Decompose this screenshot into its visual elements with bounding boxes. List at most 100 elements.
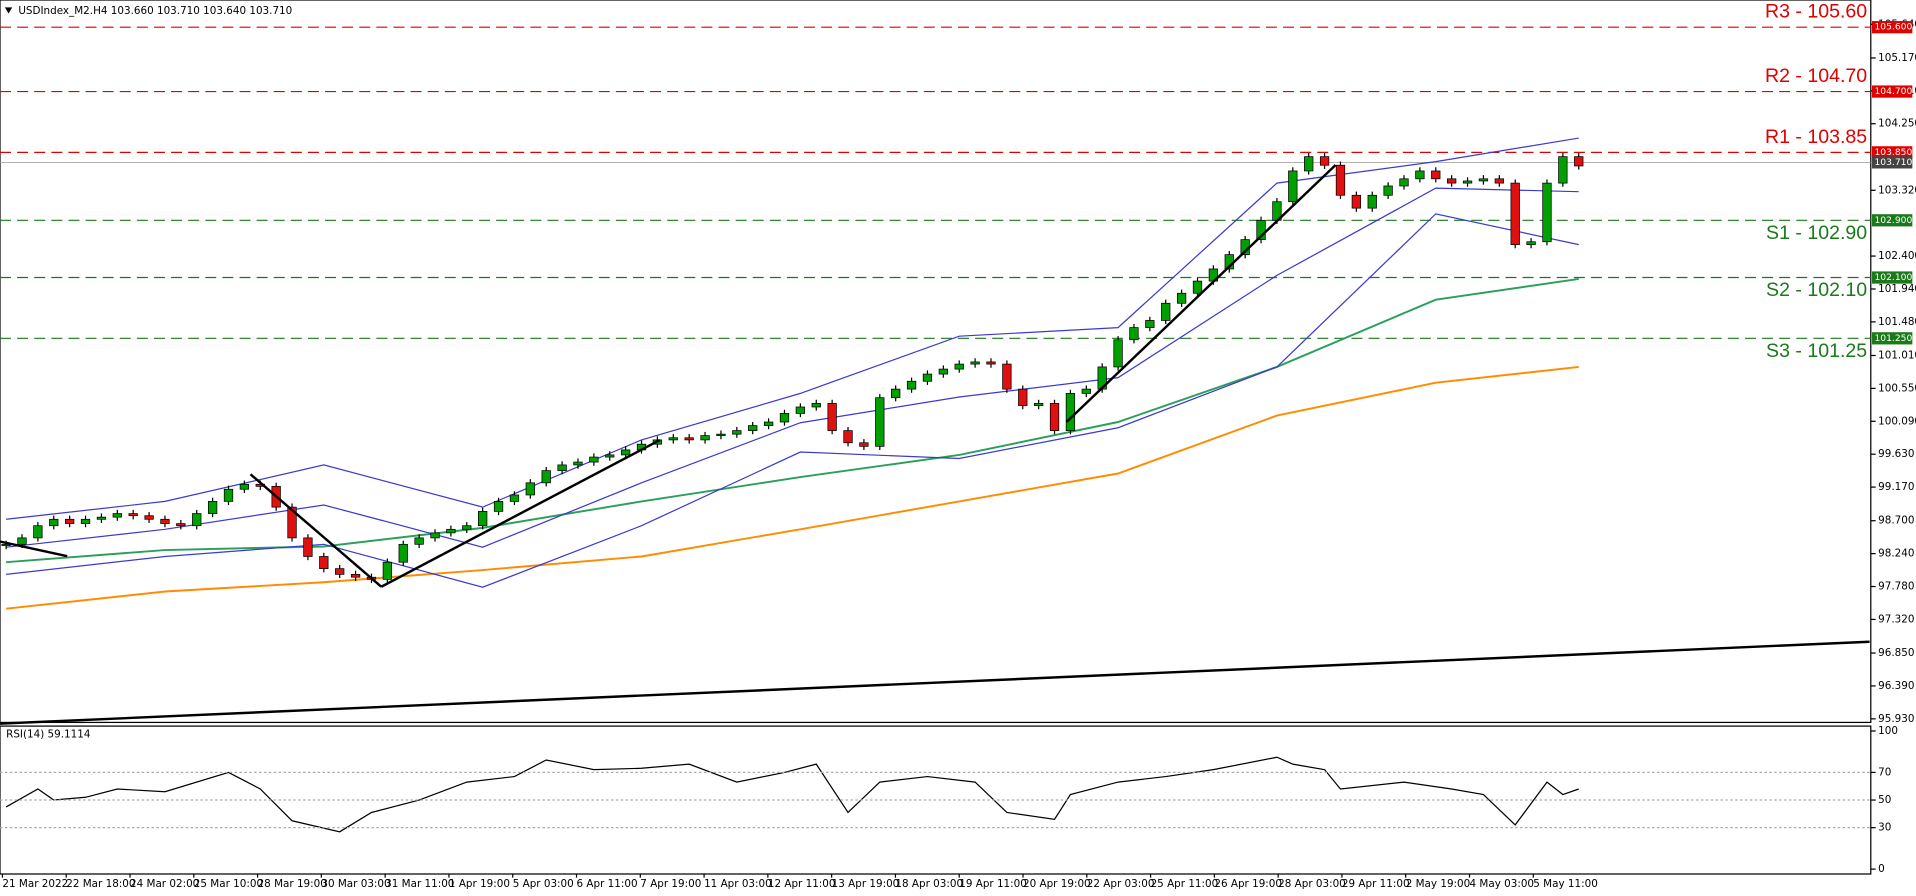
current-price-tag xyxy=(1872,156,1913,169)
y-tick-label: 102.400 xyxy=(1878,250,1916,262)
candle xyxy=(811,403,821,408)
x-tick-label: 2 May 19:00 xyxy=(1406,878,1471,890)
trend-line xyxy=(249,473,383,588)
candle xyxy=(541,470,551,484)
candle xyxy=(1415,170,1425,180)
level-tag xyxy=(1872,85,1913,98)
candle xyxy=(1542,182,1552,243)
y-tick-label: 96.390 xyxy=(1878,680,1914,692)
candle xyxy=(478,511,488,527)
x-tick-label: 19 Apr 11:00 xyxy=(959,878,1027,890)
main-panel xyxy=(0,0,1872,724)
level-tag-label: 102.900 xyxy=(1874,215,1912,226)
candle xyxy=(1065,393,1076,431)
x-tick-label: 25 Apr 11:00 xyxy=(1151,878,1219,890)
y-tick-label: 98.700 xyxy=(1878,515,1914,527)
level-tag xyxy=(1872,214,1913,227)
x-tick-label: 22 Apr 03:00 xyxy=(1087,878,1155,890)
candle xyxy=(557,464,567,472)
y-tick-label: 98.240 xyxy=(1878,548,1914,560)
candle xyxy=(922,373,933,382)
candle xyxy=(1462,180,1473,184)
candle xyxy=(573,461,583,466)
candle xyxy=(700,435,710,441)
rsi-tick-label: 50 xyxy=(1878,794,1891,806)
candle xyxy=(223,488,234,502)
y-tick-label: 99.630 xyxy=(1878,448,1914,460)
candle xyxy=(525,482,535,496)
level-label: S2 - 102.10 xyxy=(1766,279,1867,301)
candle xyxy=(891,388,901,399)
candle xyxy=(1034,403,1044,406)
candle xyxy=(970,361,980,365)
indicator-line xyxy=(6,187,1579,548)
level-tag xyxy=(1872,271,1913,284)
main-plot xyxy=(0,26,1871,610)
candle xyxy=(430,532,440,539)
candle xyxy=(779,413,790,423)
level-tag-label: 101.250 xyxy=(1874,333,1912,344)
x-tick-label: 31 Mar 11:00 xyxy=(385,878,454,890)
level-tag-label: 103.850 xyxy=(1874,147,1912,158)
y-tick-label: 104.250 xyxy=(1878,118,1916,130)
x-tick-label: 25 Mar 10:00 xyxy=(194,878,263,890)
level-tag xyxy=(1872,332,1913,345)
candle xyxy=(1176,292,1187,304)
candle xyxy=(1494,178,1504,184)
candle xyxy=(33,525,43,539)
trend-lines xyxy=(0,164,1870,725)
y-tick-label: 101.940 xyxy=(1878,283,1916,295)
candle xyxy=(843,430,853,444)
candle xyxy=(986,361,996,365)
y-tick-label: 100.550 xyxy=(1878,382,1916,394)
candle xyxy=(493,501,504,512)
candle xyxy=(1192,280,1203,294)
trend-line xyxy=(1065,164,1337,423)
x-tick-label: 21 Mar 2022 xyxy=(2,878,68,890)
level-label: S3 - 101.25 xyxy=(1766,340,1867,362)
trend-line xyxy=(0,640,1870,725)
candle xyxy=(382,561,392,580)
x-tick-label: 24 Mar 02:00 xyxy=(130,878,199,890)
y-tick-label: 105.170 xyxy=(1878,52,1916,64)
candle xyxy=(859,442,869,447)
candle xyxy=(827,403,837,431)
y-tick-label: 101.010 xyxy=(1878,349,1916,361)
candle xyxy=(1256,219,1266,240)
x-tick-label: 4 May 03:00 xyxy=(1470,878,1535,890)
x-tick-label: 5 Apr 03:00 xyxy=(513,878,574,890)
x-tick-label: 30 Mar 03:00 xyxy=(321,878,390,890)
current-price-label: 103.710 xyxy=(1874,157,1912,168)
candle xyxy=(1558,156,1568,184)
candle xyxy=(112,513,122,518)
x-tick-label: 22 Mar 18:00 xyxy=(66,878,135,890)
candle xyxy=(1510,182,1520,245)
y-tick-label: 101.480 xyxy=(1878,316,1916,328)
candle xyxy=(1129,327,1139,341)
candle xyxy=(303,537,313,557)
candle xyxy=(207,501,218,514)
candle xyxy=(446,528,456,534)
rsi-tick-label: 70 xyxy=(1878,766,1891,778)
candle xyxy=(1161,302,1171,321)
rsi-tick-label: 100 xyxy=(1878,725,1898,737)
menu-icon[interactable] xyxy=(4,7,13,14)
x-tick-label: 13 Apr 19:00 xyxy=(832,878,900,890)
candle xyxy=(620,449,631,456)
level-label: R3 - 105.60 xyxy=(1765,1,1867,23)
x-tick-label: 29 Apr 11:00 xyxy=(1342,878,1410,890)
candle xyxy=(605,454,615,458)
x-tick-label: 7 Apr 19:00 xyxy=(640,878,701,890)
level-label: S1 - 102.90 xyxy=(1766,222,1867,244)
candle xyxy=(17,537,27,545)
candle xyxy=(1319,156,1330,166)
x-tick-label: 28 Mar 19:00 xyxy=(258,878,327,890)
candle xyxy=(732,430,742,435)
candle xyxy=(1304,156,1314,172)
candle xyxy=(1351,194,1361,209)
candle xyxy=(287,506,297,539)
candle xyxy=(1431,170,1441,180)
indicator-line xyxy=(6,213,1579,588)
level-label: R1 - 103.85 xyxy=(1765,126,1867,148)
